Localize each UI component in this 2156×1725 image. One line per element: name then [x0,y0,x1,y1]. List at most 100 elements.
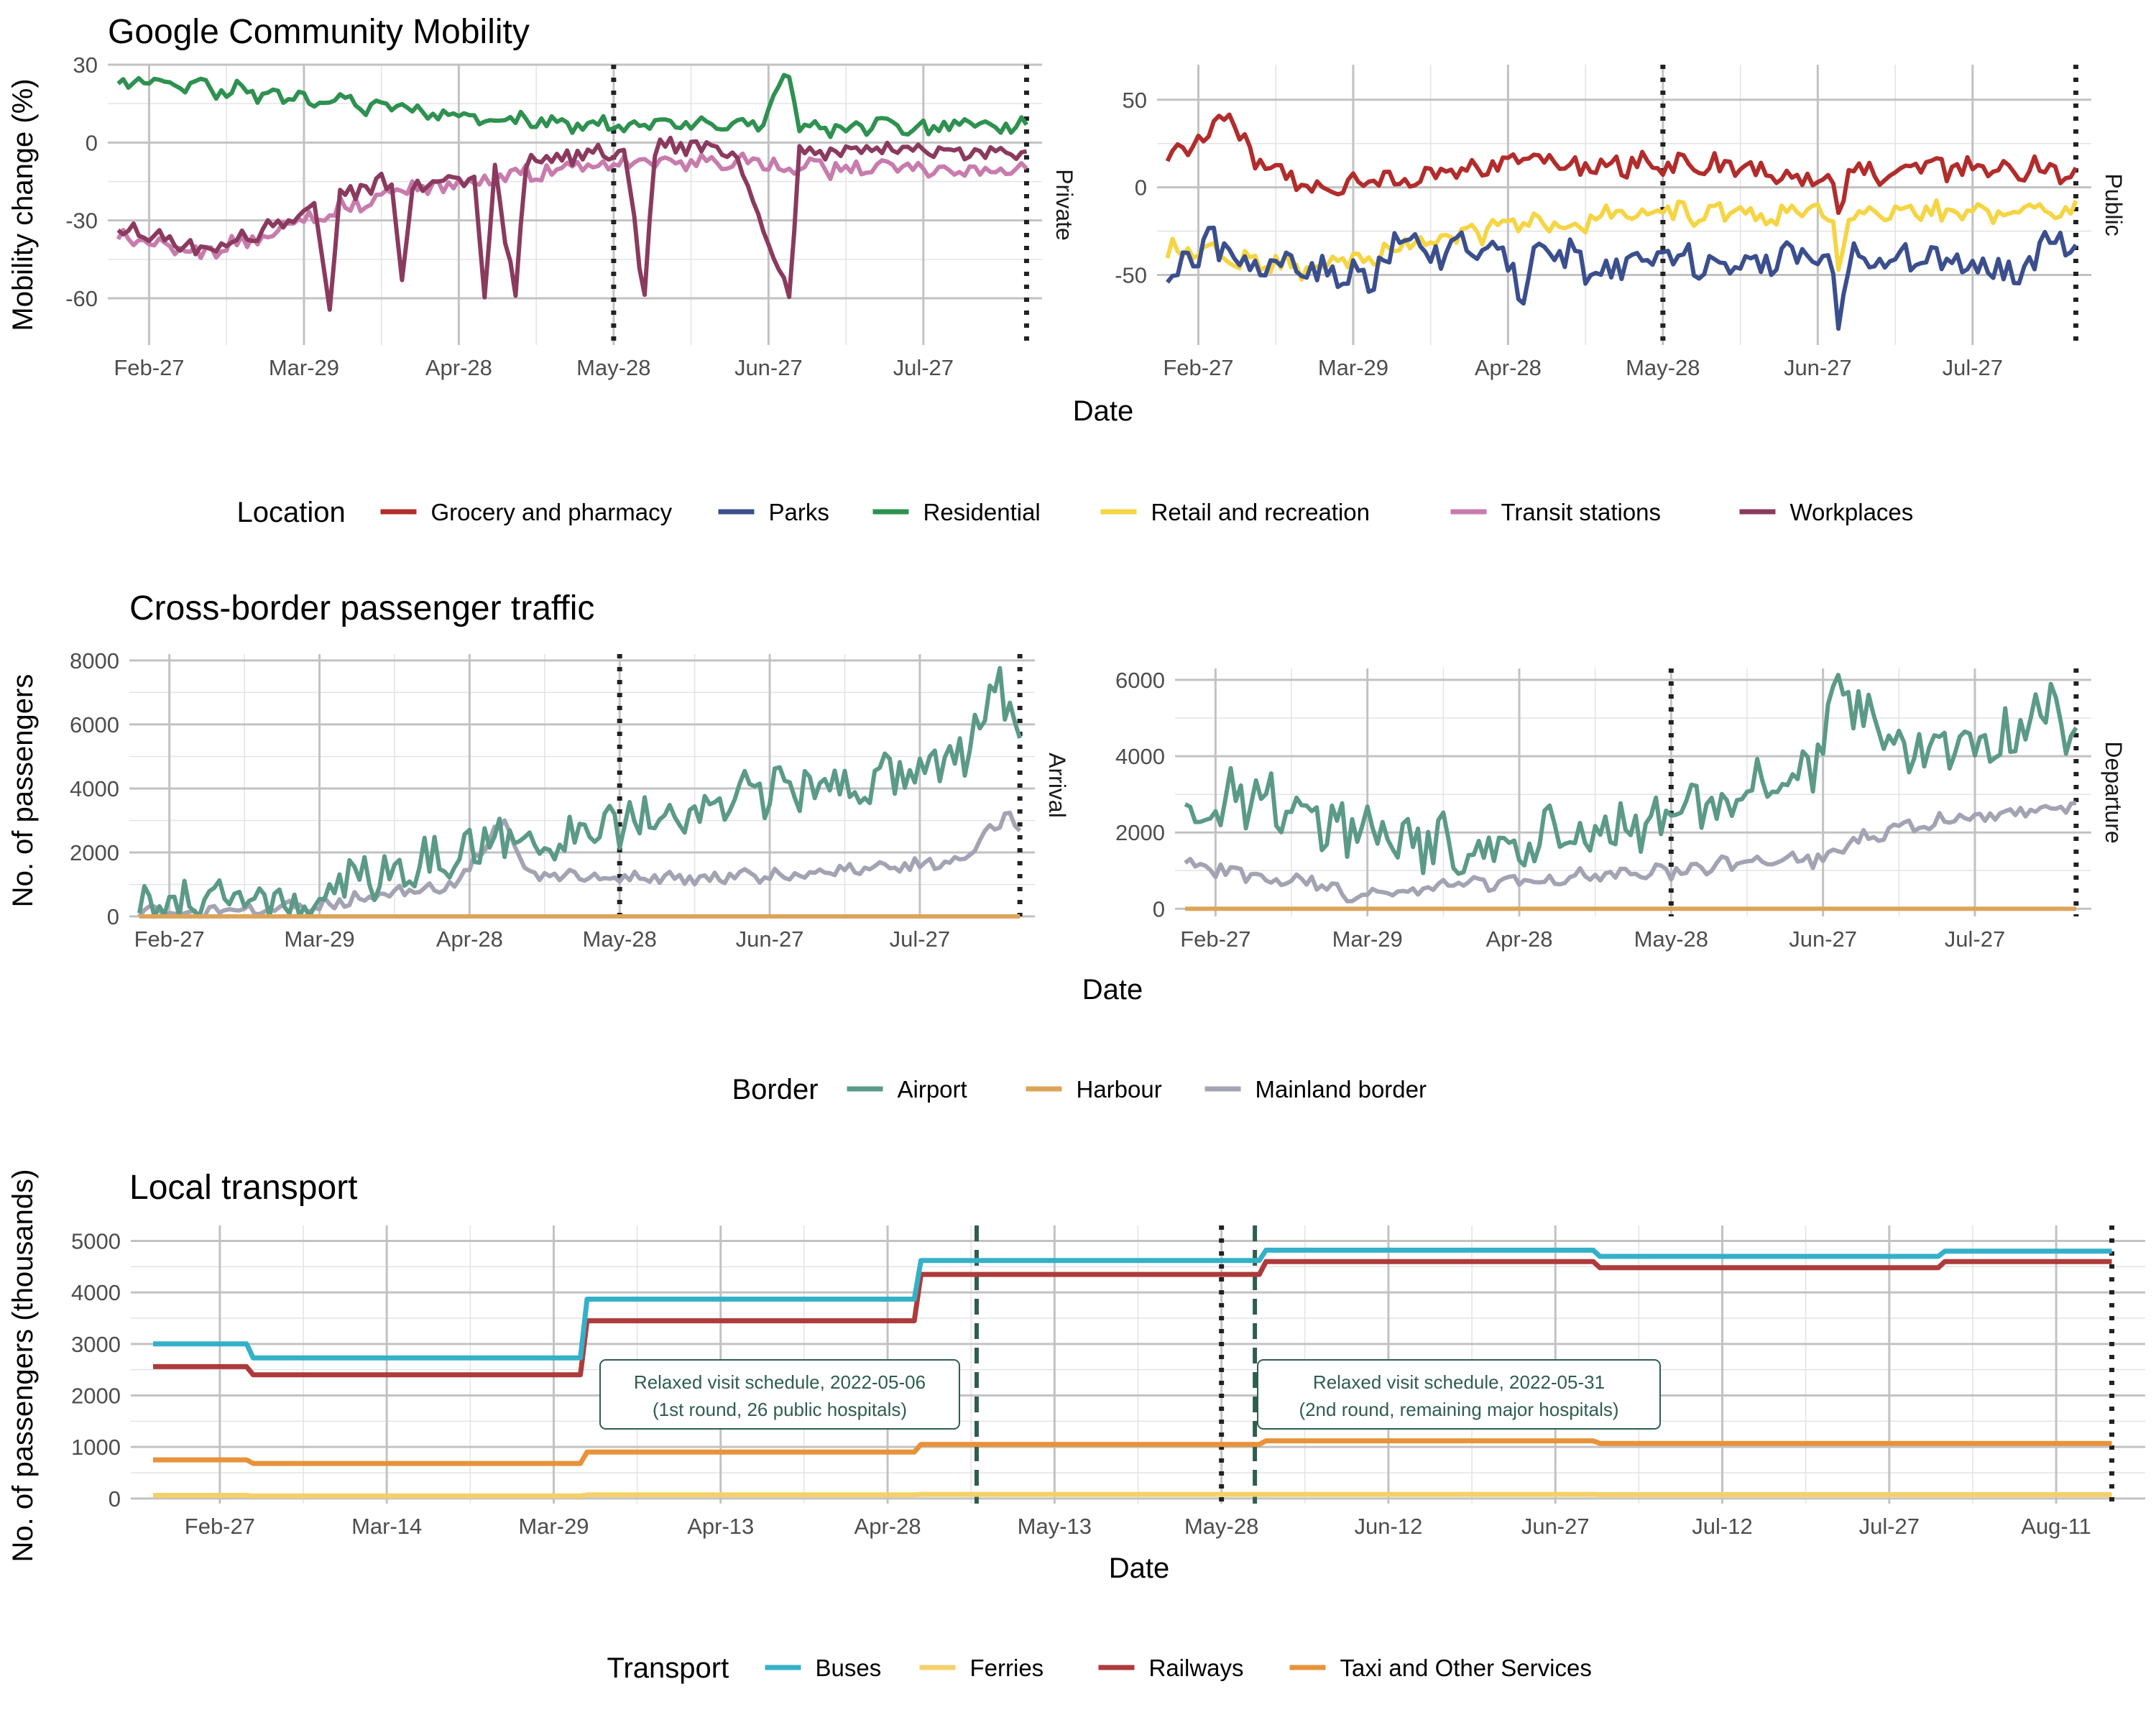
x-tick-label: Jul-12 [1692,1514,1752,1539]
y-tick-label: 0 [1135,175,1147,201]
x-tick-label: Mar-29 [518,1514,589,1539]
x-tick-label: Jun-12 [1355,1514,1423,1539]
x-tick-label: Feb-27 [114,355,184,380]
x-tick-label: Aug-11 [2021,1514,2091,1539]
x-tick-label: May-28 [576,355,650,380]
legend-label: Airport [898,1076,967,1103]
annotation-text: (1st round, 26 public hospitals) [653,1399,907,1420]
x-tick-label: Mar-29 [284,926,354,952]
x-tick-label: May-13 [1018,1514,1092,1539]
legend: Transport Buses Ferries Railways Taxi and Ot… [607,1652,1592,1684]
y-tick-label: 3000 [71,1332,121,1357]
y-tick-label: 0 [86,130,98,155]
legend-label: Workplaces [1790,499,1914,525]
y-tick-label: 0 [1153,896,1165,921]
x-tick-label: Apr-13 [687,1514,754,1539]
y-axis-title: Mobility change (%) [7,78,39,331]
annotation-text: (2nd round, remaining major hospitals) [1299,1399,1618,1420]
series-line-mainland-border [1184,801,2077,903]
legend-label: Mainland border [1256,1076,1427,1103]
y-tick-label: 0 [109,1486,121,1512]
legend: Border Airport Harbour Mainland border [732,1074,1427,1105]
x-tick-label: May-28 [1626,355,1700,380]
legend-label: Railways [1149,1655,1244,1681]
x-tick-label: Jul-27 [1943,355,2003,380]
y-tick-label: 8000 [70,648,119,673]
chart-title: Cross-border passenger traffic [129,589,594,627]
legend-label: Buses [816,1655,882,1681]
panel-strip-label: Public [2101,173,2127,236]
y-tick-label: 4000 [1115,744,1165,769]
x-tick-label: May-28 [1634,926,1708,952]
x-tick-label: Jun-27 [734,355,803,380]
y-tick-label: 1000 [71,1435,121,1460]
panel-arrival: Feb-27 Mar-29 Apr-28 May-28 Jun-27 Jul-27 8000… [70,648,1070,952]
series-line-mainland-border [137,810,1022,919]
x-tick-label: Jun-27 [1521,1514,1590,1539]
series-line-parks [1166,225,2078,331]
legend-label: Retail and recreation [1151,499,1370,525]
series-line-ferries [153,1491,2112,1499]
x-tick-label: Apr-28 [1485,926,1552,952]
panel-private: Feb-27 Mar-29 Apr-28 May-28 Jun-27 Jul-27 30 0 -… [65,52,1077,380]
series-line-residential [116,73,1028,139]
y-tick-label: 6000 [1115,668,1165,693]
y-tick-label: 5000 [71,1229,121,1254]
y-tick-label: -50 [1115,263,1147,288]
y-tick-label: 0 [107,904,119,929]
x-tick-label: Feb-27 [185,1514,255,1539]
panel-public: Feb-27 Mar-29 Apr-28 May-28 Jun-27 Jul-27 50 0 -… [1115,65,2127,380]
x-tick-label: Mar-14 [351,1514,422,1539]
y-tick-label: 6000 [70,712,119,737]
annotation-text: Relaxed visit schedule, 2022-05-06 [634,1371,926,1393]
series-line-airport [137,666,1022,919]
panel-strip-label: Private [1051,169,1077,241]
legend-label: Parks [769,499,829,525]
legend-label: Residential [923,499,1041,525]
legend-label: Transit stations [1501,499,1662,525]
y-tick-label: -30 [65,208,98,234]
x-tick-label: Jul-27 [890,926,950,952]
panel-strip-label: Arrival [1044,753,1070,818]
x-tick-label: Feb-27 [1163,355,1233,380]
chart-title: Local transport [129,1169,358,1207]
y-tick-label: -60 [65,286,98,311]
x-tick-label: Apr-28 [425,355,492,380]
legend-label: Ferries [970,1655,1044,1681]
x-tick-label: Mar-29 [1318,355,1388,380]
y-tick-label: 2000 [70,840,119,865]
series-line-grocery-and-pharmacy [1165,112,2078,216]
x-tick-label: Jun-27 [1789,926,1857,952]
series-line-taxi-and-other-services [153,1438,2112,1466]
x-tick-label: Jun-27 [1784,355,1852,380]
x-tick-label: Feb-27 [134,926,205,952]
x-tick-label: Jun-27 [736,926,804,952]
panel-strip-label: Departure [2101,741,2127,843]
legend-label: Taxi and Other Services [1340,1655,1592,1681]
legend-label: Harbour [1077,1076,1162,1103]
x-tick-label: Apr-28 [854,1514,921,1539]
y-tick-label: 2000 [71,1384,121,1409]
legend-title: Location [237,497,346,528]
y-axis-title: No. of passengers [7,674,39,908]
legend-label: Grocery and pharmacy [431,499,673,525]
x-axis-title: Date [1082,974,1143,1006]
chart-title: Google Community Mobility [108,13,530,51]
x-tick-label: Feb-27 [1180,926,1250,952]
legend-title: Border [732,1074,819,1105]
x-tick-label: Jul-27 [1859,1514,1920,1539]
y-tick-label: 4000 [70,776,119,801]
legend: Location Grocery and pharmacy Parks Residen… [237,497,1914,528]
x-tick-label: May-28 [1184,1514,1258,1539]
x-axis-title: Date [1109,1552,1170,1584]
x-axis-title: Date [1073,395,1134,427]
x-tick-label: May-28 [583,926,657,952]
y-tick-label: 30 [73,52,98,78]
x-tick-label: Jul-27 [1945,926,2005,952]
y-tick-label: 50 [1123,88,1147,113]
annotation-text: Relaxed visit schedule, 2022-05-31 [1313,1371,1605,1393]
y-tick-label: 4000 [71,1280,121,1305]
x-tick-label: Mar-29 [269,355,339,380]
